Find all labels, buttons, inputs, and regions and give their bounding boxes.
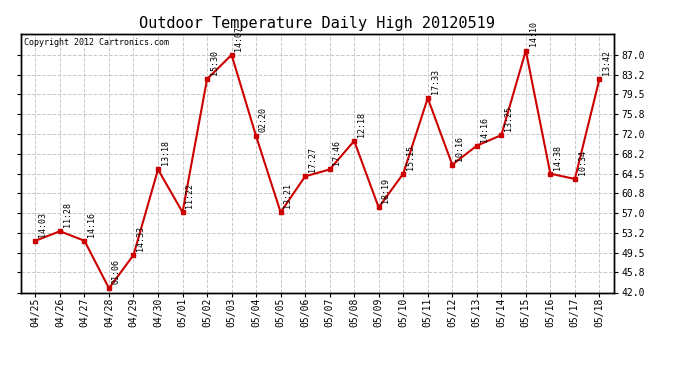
Text: 15:15: 15:15	[406, 144, 415, 170]
Text: 14:16: 14:16	[87, 211, 96, 237]
Text: 18:19: 18:19	[382, 178, 391, 203]
Text: 14:33: 14:33	[136, 226, 146, 251]
Text: Copyright 2012 Cartronics.com: Copyright 2012 Cartronics.com	[23, 38, 168, 46]
Text: 13:42: 13:42	[602, 50, 611, 75]
Text: 11:22: 11:22	[186, 183, 195, 208]
Text: 17:33: 17:33	[431, 69, 440, 94]
Title: Outdoor Temperature Daily High 20120519: Outdoor Temperature Daily High 20120519	[139, 16, 495, 31]
Text: 11:28: 11:28	[63, 202, 72, 227]
Text: 14:07: 14:07	[235, 26, 244, 51]
Text: 02:20: 02:20	[259, 107, 268, 132]
Text: 14:10: 14:10	[529, 21, 538, 46]
Text: 17:46: 17:46	[333, 140, 342, 165]
Text: 12:18: 12:18	[357, 112, 366, 137]
Text: 14:38: 14:38	[553, 144, 562, 170]
Text: 01:06: 01:06	[112, 259, 121, 284]
Text: 14:03: 14:03	[38, 211, 47, 237]
Text: 13:25: 13:25	[504, 106, 513, 131]
Text: 10:16: 10:16	[455, 135, 464, 160]
Text: 10:34: 10:34	[578, 150, 586, 175]
Text: 13:21: 13:21	[284, 183, 293, 208]
Text: 13:18: 13:18	[161, 140, 170, 165]
Text: 14:16: 14:16	[480, 117, 489, 141]
Text: 15:30: 15:30	[210, 50, 219, 75]
Text: 17:27: 17:27	[308, 147, 317, 172]
